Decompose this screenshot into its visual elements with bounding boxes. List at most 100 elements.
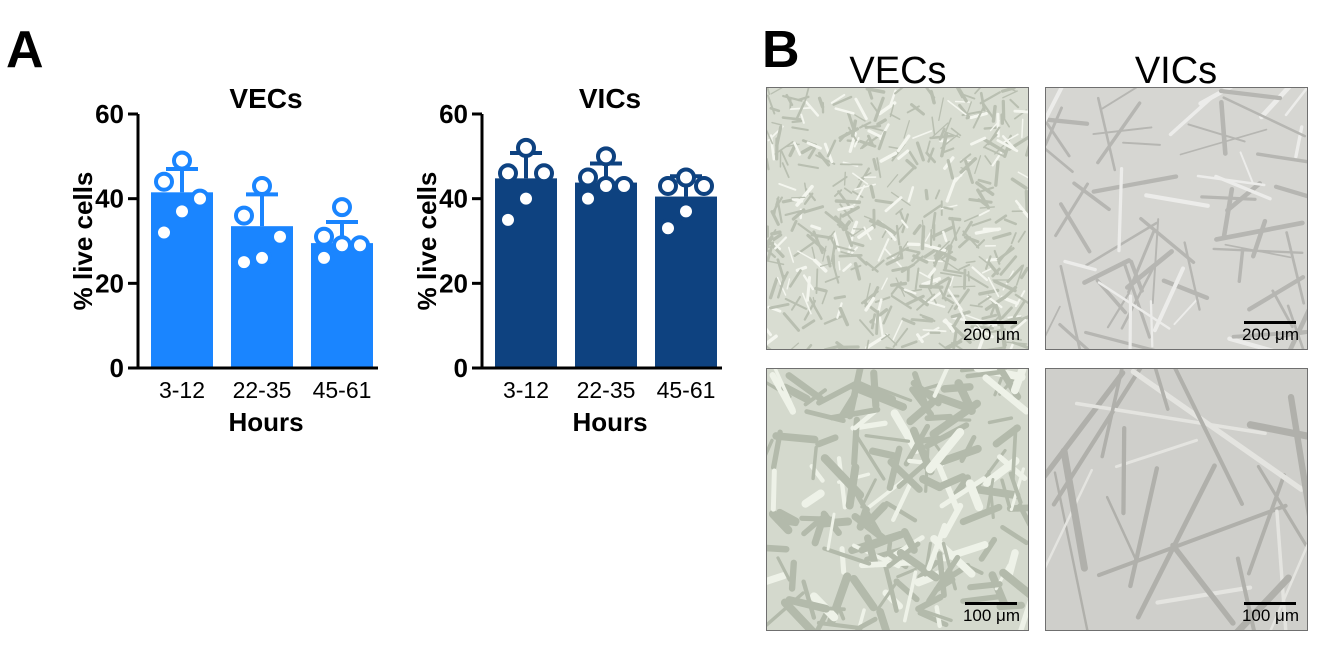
cell-stroke — [1074, 401, 1267, 436]
cell-stroke — [1122, 260, 1152, 339]
cell-stroke — [936, 463, 960, 512]
cell-stroke — [837, 348, 847, 349]
cell-stroke — [942, 268, 964, 275]
cell-stroke — [791, 126, 809, 132]
cell-stroke — [890, 294, 912, 310]
cell-stroke — [866, 339, 870, 349]
cell-stroke — [767, 129, 774, 145]
micrograph-vecs-100um: 100 μm — [766, 368, 1029, 631]
cell-stroke — [770, 468, 777, 512]
cell-stroke — [812, 296, 816, 309]
data-point — [332, 235, 352, 256]
cell-stroke — [1025, 144, 1028, 157]
cell-stroke — [971, 485, 1021, 500]
cell-stroke — [1011, 337, 1022, 341]
cell-stroke — [910, 318, 934, 323]
cell-stroke — [884, 196, 903, 213]
cell-stroke — [834, 107, 855, 115]
cell-stroke — [806, 343, 813, 349]
cell-stroke — [1294, 125, 1304, 159]
cell-stroke — [1046, 305, 1061, 337]
cell-stroke — [780, 598, 817, 630]
cell-stroke — [975, 181, 995, 196]
cell-stroke — [981, 268, 992, 274]
cell-stroke — [987, 276, 1000, 298]
x-tick-label: 45-61 — [657, 377, 716, 403]
cell-stroke — [1000, 478, 1012, 509]
cell-stroke — [867, 129, 882, 138]
cell-stroke — [843, 171, 846, 186]
cell-stroke — [942, 295, 955, 305]
cell-stroke — [1017, 230, 1026, 243]
scale-bar: 100 μm — [1242, 602, 1299, 624]
cell-stroke — [918, 326, 940, 341]
cell-stroke — [771, 121, 783, 126]
cell-stroke — [907, 186, 915, 203]
cell-stroke — [769, 302, 790, 310]
cell-stroke — [1003, 341, 1028, 345]
cell-stroke — [842, 263, 852, 272]
data-point — [676, 201, 696, 222]
cell-stroke — [770, 88, 783, 95]
cell-stroke — [869, 447, 898, 460]
cell-stroke — [1275, 509, 1288, 630]
cell-stroke — [959, 369, 983, 373]
cell-stroke — [1152, 266, 1185, 333]
cell-stroke — [1097, 281, 1171, 330]
cell-stroke — [863, 534, 879, 568]
data-point — [596, 146, 616, 167]
cell-stroke — [1001, 327, 1007, 347]
cell-stroke — [1179, 128, 1268, 156]
cell-stroke — [882, 305, 893, 325]
data-point — [252, 247, 272, 268]
scale-bar-label: 100 μm — [962, 606, 1020, 625]
cell-stroke — [784, 209, 802, 217]
cell-stroke — [876, 118, 887, 126]
cell-stroke — [877, 238, 890, 262]
cell-stroke — [833, 189, 843, 197]
cell-stroke — [858, 319, 874, 337]
cell-stroke — [852, 408, 878, 431]
cell-stroke — [807, 147, 816, 160]
cell-stroke — [806, 141, 822, 150]
cell-stroke — [924, 231, 932, 242]
cell-stroke — [906, 399, 936, 426]
cell-stroke — [979, 206, 995, 209]
cell-stroke — [948, 226, 961, 249]
cell-stroke — [969, 304, 983, 308]
cell-stroke — [849, 574, 878, 612]
cell-stroke — [1000, 306, 1013, 320]
data-point — [658, 175, 678, 196]
cell-stroke — [896, 134, 911, 153]
cell-stroke — [942, 206, 954, 211]
cell-stroke — [797, 222, 819, 239]
cell-stroke — [900, 219, 909, 229]
cell-stroke — [920, 225, 926, 251]
cell-stroke — [1259, 88, 1292, 120]
cell-stroke — [1018, 599, 1028, 630]
cell-stroke — [904, 248, 921, 254]
cell-stroke — [1222, 96, 1307, 138]
data-point — [350, 235, 370, 256]
micrograph-vecs-200um: 200 μm — [766, 87, 1029, 350]
cell-stroke — [861, 134, 880, 149]
cell-stroke — [1128, 294, 1133, 349]
cell-stroke — [892, 327, 909, 348]
cell-stroke — [1114, 438, 1199, 469]
cell-stroke — [838, 306, 850, 327]
cell-stroke — [886, 445, 903, 492]
cell-stroke — [785, 93, 794, 107]
data-point — [154, 171, 174, 192]
cell-stroke — [845, 230, 854, 248]
cell-stroke — [836, 456, 848, 510]
micrograph-texture — [767, 369, 1028, 630]
scale-bar-line — [1244, 321, 1297, 324]
cell-stroke — [1091, 174, 1179, 194]
cell-stroke — [917, 610, 949, 628]
cell-stroke — [791, 119, 803, 124]
cell-stroke — [981, 313, 998, 320]
cell-stroke — [767, 438, 774, 456]
cell-stroke — [801, 512, 829, 537]
cell-stroke — [953, 288, 970, 311]
scale-bar-line — [965, 602, 1018, 605]
